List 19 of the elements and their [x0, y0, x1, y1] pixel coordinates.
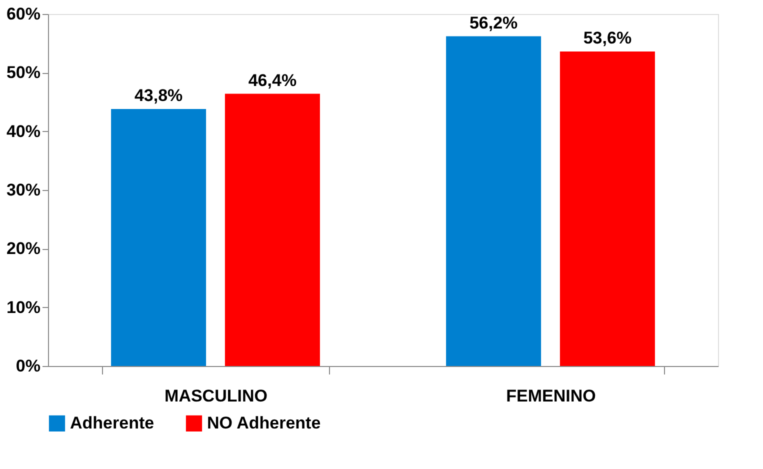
data-label: 56,2%	[469, 13, 518, 32]
y-tick-label: 30%	[6, 180, 40, 200]
bar	[446, 36, 542, 366]
x-tick-label: FEMENINO	[506, 386, 596, 406]
legend-label: Adherente	[70, 413, 154, 432]
data-label: 53,6%	[583, 28, 632, 48]
bar	[111, 109, 206, 366]
y-tick-label: 40%	[6, 122, 40, 141]
x-tick-label: MASCULINO	[164, 386, 268, 406]
data-label: 46,4%	[248, 70, 297, 90]
data-label: 43,8%	[134, 86, 183, 106]
bar	[224, 94, 320, 366]
bar	[560, 52, 655, 366]
y-tick-label: 10%	[6, 298, 40, 317]
y-tick-label: 60%	[6, 4, 40, 24]
y-tick-label: 50%	[6, 63, 40, 82]
y-tick-label: 0%	[16, 356, 40, 376]
legend-label: NO Adherente	[207, 413, 321, 432]
y-tick-label: 20%	[6, 239, 40, 258]
